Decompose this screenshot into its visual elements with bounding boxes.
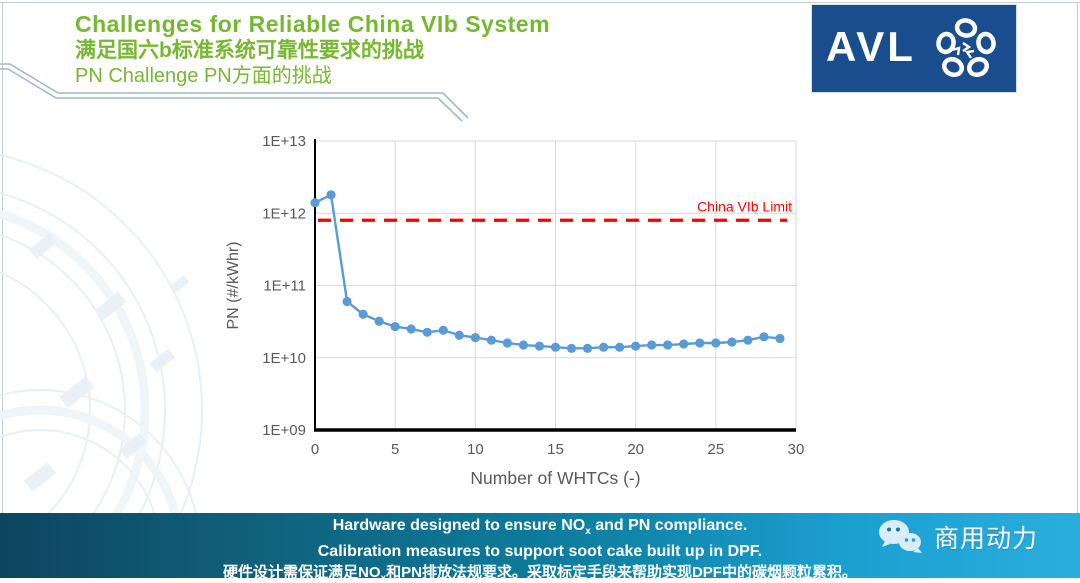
footer-line2: Calibration measures to support soot cak…: [317, 543, 763, 561]
pn-data-line: [314, 193, 781, 350]
y-tick-label: 1E+11: [263, 278, 306, 295]
x-tick-label: 30: [788, 441, 805, 458]
slide-title-block: Challenges for Reliable China VIb System…: [75, 11, 550, 89]
y-tick-label: 1E+10: [262, 350, 306, 367]
avl-pinwheel-icon: [936, 17, 996, 77]
footer-line3-pre: 硬件设计需保证满足NO: [223, 564, 381, 582]
footer-line3-subscript: x: [380, 573, 387, 583]
pn-data-markers: [310, 190, 785, 353]
pn-vs-whtc-chart: 1E+13 1E+12 1E+11 1E+10 1E+09 0 5 10 15 20 25 30 PN …: [220, 125, 820, 510]
wechat-account-name: 商用动力: [933, 525, 1038, 553]
y-tick-label: 1E+12: [262, 205, 306, 222]
footer-line3-post: 和PN排放法规要求。采取标定手段来帮助实现DPF中的碳烟颗粒累积。: [386, 564, 857, 582]
wechat-icon: [878, 520, 922, 553]
slide-subtitle: PN Challenge PN方面的挑战: [75, 65, 332, 87]
chart-gridlines: [315, 140, 797, 430]
wechat-account-badge: 商用动力: [877, 518, 1038, 556]
footer-line1: Hardware designed to ensure NOx and PN c…: [0, 516, 1080, 542]
x-tick-label: 10: [467, 441, 484, 458]
y-axis-title: PN (#/kWhr): [225, 242, 242, 330]
slide-title-chinese: 满足国六b标准系统可靠性要求的挑战: [75, 39, 424, 62]
x-tick-label: 0: [311, 441, 319, 458]
y-tick-label: 1E+13: [262, 133, 306, 150]
x-tick-label: 5: [391, 441, 399, 458]
avl-logo-text: AVL: [826, 22, 916, 70]
slide-right-border: [1077, 2, 1078, 578]
footer-text-block: Hardware designed to ensure NOx and PN c…: [0, 513, 1080, 583]
avl-logo: AVL: [812, 5, 1016, 92]
china-vib-limit-label: China VIb Limit: [697, 198, 792, 214]
slide-title-english: Challenges for Reliable China VIb System: [75, 11, 551, 37]
footer-line1-subscript: x: [585, 526, 591, 538]
slide-left-border: [2, 2, 3, 578]
x-tick-label: 25: [707, 441, 724, 458]
x-axis-title: Number of WHTCs (-): [470, 468, 640, 488]
footer-line3: 硬件设计需保证满足NOx和PN排放法规要求。采取标定手段来帮助实现DPF中的碳烟…: [0, 562, 1080, 583]
footer-line1-post: and PN compliance.: [590, 517, 748, 534]
x-tick-label: 15: [547, 441, 564, 458]
y-tick-label: 1E+09: [262, 422, 306, 439]
footer-banner: Hardware designed to ensure NOx and PN c…: [0, 513, 1080, 583]
background-decoration: [0, 153, 203, 520]
x-tick-label: 20: [627, 441, 644, 458]
footer-line1-pre: Hardware designed to ensure NO: [332, 517, 586, 534]
slide-top-border: [0, 2, 1080, 3]
chart-canvas: 1E+13 1E+12 1E+11 1E+10 1E+09 0 5 10 15 20 25 30 PN …: [225, 133, 805, 488]
